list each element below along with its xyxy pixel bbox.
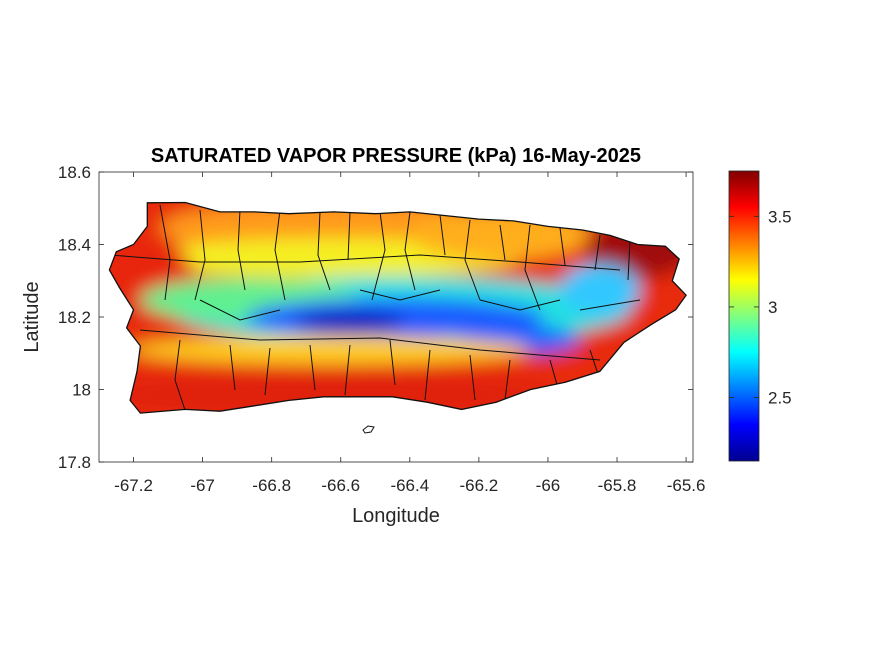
- y-tick-label: 18: [72, 381, 91, 400]
- field-central-darkblue: [295, 312, 405, 332]
- vieques-islet: [362, 425, 375, 434]
- y-tick-label: 18.6: [58, 163, 91, 182]
- colorbar-tick-label: 3: [768, 298, 777, 317]
- x-tick-label: -66.8: [252, 476, 291, 495]
- colorbar-tick-label: 2.5: [768, 389, 792, 408]
- colorbar-ticks: 2.5 3 3.5: [729, 207, 792, 408]
- x-axis-label: Longitude: [352, 505, 440, 527]
- y-axis-label: Latitude: [21, 281, 43, 352]
- x-tick-label: -67: [190, 476, 215, 495]
- x-tick-label: -67.2: [114, 476, 153, 495]
- colorbar-tick-label: 3.5: [768, 207, 792, 226]
- y-ticks: 17.8 18 18.2 18.4 18.6: [58, 163, 693, 472]
- x-tick-label: -66: [536, 476, 561, 495]
- x-tick-label: -66.2: [460, 476, 499, 495]
- island-outline: [108, 201, 687, 414]
- field-south-yellow: [130, 336, 530, 364]
- y-tick-label: 17.8: [58, 453, 91, 472]
- y-tick-label: 18.4: [58, 236, 91, 255]
- municipal-boundaries: [109, 204, 641, 411]
- map-boundaries: [108, 201, 687, 434]
- x-ticks: -67.2 -67 -66.8 -66.6 -66.4 -66.2 -66 -65.8 -65.…: [114, 172, 705, 495]
- x-tick-label: -66.4: [390, 476, 429, 495]
- x-tick-label: -65.6: [667, 476, 706, 495]
- colorbar: [728, 170, 760, 462]
- x-tick-label: -65.8: [598, 476, 637, 495]
- y-tick-label: 18.2: [58, 308, 91, 327]
- chart-title: SATURATED VAPOR PRESSURE (kPa) 16-May-20…: [151, 145, 641, 167]
- x-tick-label: -66.6: [321, 476, 360, 495]
